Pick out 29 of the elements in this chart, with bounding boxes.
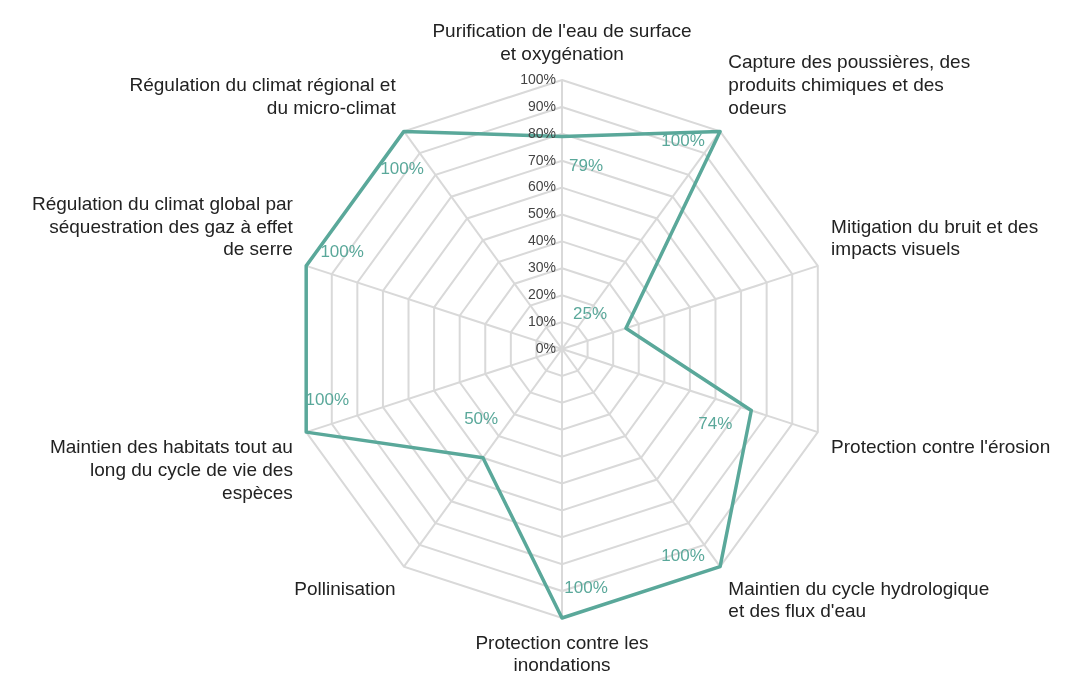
y-tick-label: 50% xyxy=(527,205,556,222)
spoke-label: Maintien des habitats tout au long du cycle de vie des espèces xyxy=(49,436,293,503)
data-label: 50% xyxy=(464,409,499,429)
spoke-label: Protection contre les inondations xyxy=(475,631,649,676)
spoke-label: Maintien du cycle hydrologique et des flux d'eau xyxy=(728,577,990,622)
data-label: 100% xyxy=(661,546,705,566)
spoke-label: Protection contre l'érosion xyxy=(831,436,1051,458)
y-tick-label: 90% xyxy=(527,97,556,114)
data-label: 100% xyxy=(661,131,705,151)
y-tick-label: 0% xyxy=(535,339,556,356)
data-label: 74% xyxy=(698,413,733,433)
y-tick-label: 100% xyxy=(520,70,556,87)
y-tick-label: 20% xyxy=(527,286,556,303)
spoke-label: Régulation du climat global par séquestration des gaz à effet de serre xyxy=(31,192,294,260)
data-label: 100% xyxy=(320,242,364,262)
y-tick-label: 70% xyxy=(527,151,556,168)
data-label: 25% xyxy=(572,304,608,324)
spoke-label: Capture des poussières, des produits chimiques et des odeurs xyxy=(728,51,971,118)
y-tick-label: 10% xyxy=(527,312,556,329)
y-tick-label: 30% xyxy=(527,259,556,276)
spoke-label: Purification de l'eau de surface et oxygénation xyxy=(432,20,692,64)
spoke-label: Mitigation du bruit et des impacts visuels xyxy=(831,215,1039,260)
y-tick-label: 40% xyxy=(527,232,556,249)
data-label: 79% xyxy=(568,156,604,176)
spoke-label: Régulation du climat régional et du micro-climat xyxy=(129,74,397,118)
spoke-label: Pollinisation xyxy=(294,577,396,599)
data-label: 100% xyxy=(564,577,608,597)
y-tick-label: 60% xyxy=(527,178,556,195)
data-label: 100% xyxy=(380,159,424,179)
